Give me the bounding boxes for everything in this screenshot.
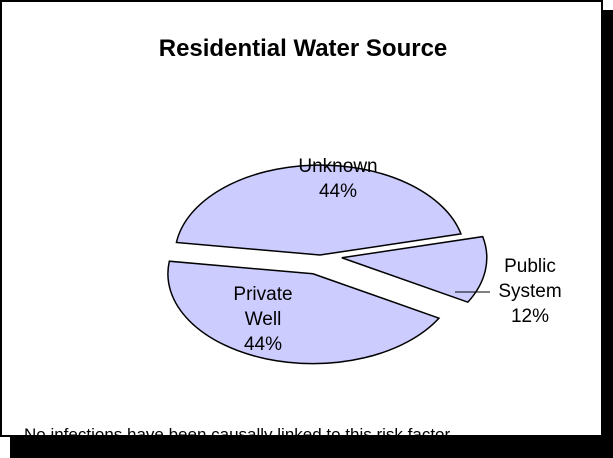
slice-name-label: Unknown — [298, 156, 377, 177]
slice-name-label: Well — [245, 309, 282, 330]
slice-labels: Unknown 44% Public System 12% Private Well 44% — [233, 156, 561, 355]
slice-name-label: Private — [233, 284, 292, 305]
slice-name-label: System — [498, 281, 561, 302]
pie-slice-unknown — [175, 164, 462, 256]
footnote: No infections have been causally linked … — [24, 425, 451, 444]
chart-title: Residential Water Source — [159, 35, 448, 62]
pie-slice-private-well — [167, 260, 441, 365]
slice-value-label: 44% — [319, 181, 357, 202]
slice-value-label: 44% — [244, 334, 282, 355]
pie-slice-public-system — [341, 235, 488, 304]
pie — [167, 164, 488, 365]
slice-name-label: Public — [504, 256, 556, 277]
slice-value-label: 12% — [511, 306, 549, 327]
